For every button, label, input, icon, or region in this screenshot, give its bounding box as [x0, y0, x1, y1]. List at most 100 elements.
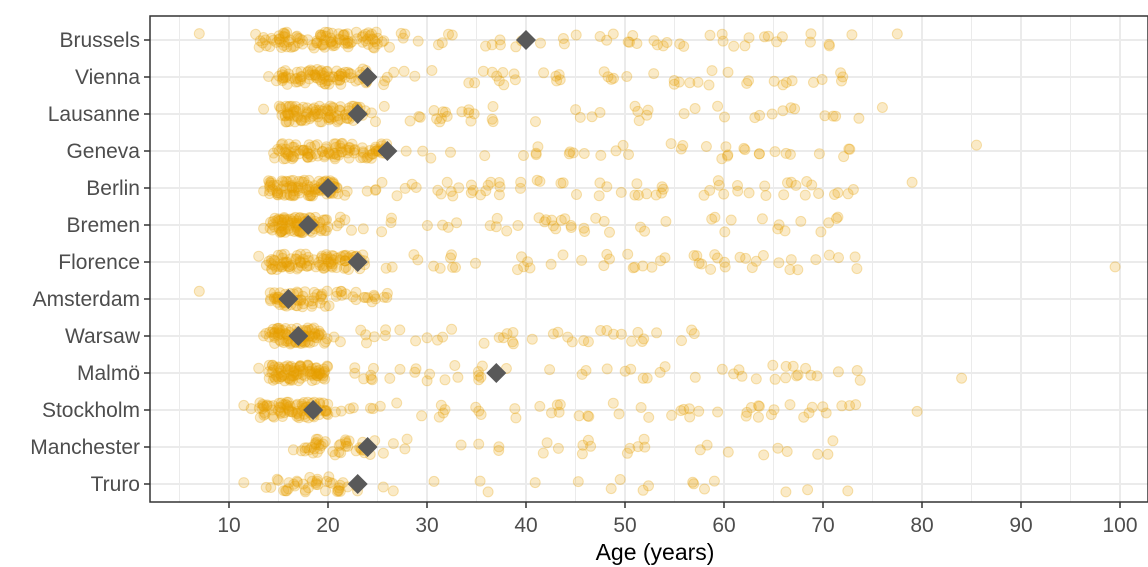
data-point — [734, 251, 746, 263]
data-point — [321, 475, 333, 487]
x-tick-label: 70 — [811, 514, 834, 537]
data-point — [267, 184, 279, 195]
data-point — [493, 177, 505, 188]
data-point — [294, 226, 306, 238]
data-point — [294, 144, 306, 156]
data-point — [277, 31, 289, 42]
data-point — [319, 300, 331, 312]
data-point — [260, 34, 271, 46]
data-point — [320, 249, 332, 261]
data-point — [302, 322, 314, 334]
data-point — [272, 143, 284, 155]
data-point — [535, 37, 546, 49]
data-point — [336, 137, 348, 149]
data-point — [306, 39, 318, 51]
data-point — [268, 287, 280, 299]
data-point — [325, 253, 337, 265]
data-point — [281, 256, 293, 268]
data-point — [349, 144, 360, 156]
data-point — [806, 401, 818, 413]
data-point — [320, 225, 332, 237]
data-point — [302, 359, 314, 371]
data-point — [601, 181, 613, 193]
data-point — [290, 365, 302, 377]
data-point — [346, 138, 358, 150]
data-point — [293, 410, 305, 422]
data-point — [344, 37, 356, 49]
data-point — [267, 410, 279, 422]
data-point — [276, 139, 287, 151]
data-point — [307, 103, 319, 115]
data-point — [284, 374, 296, 386]
data-point — [399, 443, 411, 455]
data-point — [292, 406, 304, 417]
data-point — [342, 38, 354, 50]
median-marker — [347, 474, 368, 494]
data-point — [601, 363, 613, 375]
data-point — [288, 367, 300, 379]
data-point — [280, 485, 292, 497]
data-point — [602, 71, 614, 83]
data-point — [357, 152, 369, 163]
data-point — [334, 34, 346, 46]
data-point — [302, 190, 314, 201]
data-point — [706, 213, 718, 225]
data-point — [335, 68, 347, 80]
data-point — [758, 449, 770, 461]
data-point — [295, 114, 307, 126]
data-point — [288, 106, 299, 118]
data-point — [409, 70, 421, 82]
data-point — [722, 149, 734, 161]
data-point — [311, 473, 323, 485]
median-marker — [278, 289, 299, 309]
data-point — [468, 108, 480, 120]
y-tick-label: Amsterdam — [33, 288, 140, 311]
data-point — [258, 222, 270, 234]
data-point — [333, 28, 345, 40]
data-point — [284, 100, 296, 112]
data-point — [285, 253, 297, 265]
data-point — [273, 361, 285, 373]
data-point — [309, 374, 321, 386]
data-point — [297, 34, 309, 46]
data-point — [331, 110, 343, 122]
data-point — [314, 443, 326, 455]
data-point — [455, 439, 467, 451]
data-point — [291, 30, 303, 42]
data-point — [633, 115, 645, 127]
data-point — [335, 285, 347, 297]
data-point — [293, 185, 304, 196]
data-point — [342, 147, 354, 159]
data-point — [820, 407, 832, 419]
data-point — [494, 34, 506, 46]
data-point — [267, 179, 279, 191]
data-point — [432, 334, 443, 346]
data-point — [413, 111, 425, 122]
data-point — [342, 41, 354, 53]
data-point — [258, 409, 270, 421]
data-point — [263, 366, 275, 378]
data-point — [813, 188, 825, 199]
data-point — [436, 37, 448, 49]
data-point — [607, 397, 619, 409]
data-point — [507, 338, 519, 350]
data-point — [283, 116, 295, 128]
data-point — [258, 401, 270, 413]
data-point — [301, 106, 313, 118]
data-point — [555, 177, 567, 189]
data-point — [333, 70, 345, 82]
data-point — [557, 177, 569, 189]
data-point — [310, 37, 322, 49]
data-point — [315, 29, 326, 41]
data-point — [361, 337, 372, 349]
data-point — [607, 28, 619, 40]
data-point — [288, 369, 300, 381]
data-point — [294, 73, 306, 85]
data-point — [401, 433, 413, 445]
data-point — [303, 444, 315, 456]
data-point — [540, 214, 552, 226]
data-point — [277, 252, 288, 264]
data-point — [310, 479, 322, 490]
data-point — [776, 31, 788, 43]
data-point — [323, 256, 335, 268]
